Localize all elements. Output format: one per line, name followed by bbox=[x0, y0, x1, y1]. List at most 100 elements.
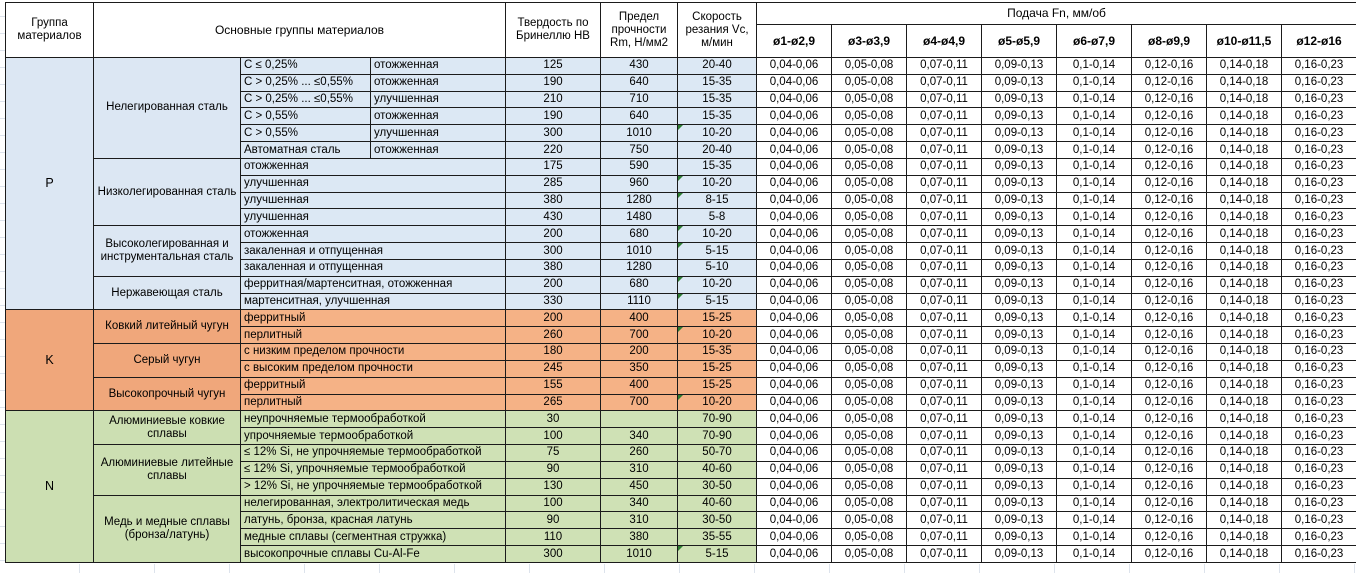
feed-value-cell[interactable]: 0,1-0,14 bbox=[1056, 292, 1133, 311]
header-feed-col-d12[interactable]: ø12-ø16 bbox=[1281, 24, 1356, 58]
feed-value-cell[interactable]: 0,07-0,11 bbox=[906, 410, 983, 429]
feed-value-cell[interactable]: 0,07-0,11 bbox=[906, 494, 983, 513]
hardness-cell[interactable]: 265 bbox=[505, 393, 602, 412]
cutting-speed-cell[interactable]: 5-8 bbox=[677, 208, 758, 227]
feed-value-cell[interactable]: 0,1-0,14 bbox=[1056, 208, 1133, 227]
subgroup-name-cell[interactable]: Нержавеющая сталь bbox=[93, 275, 241, 311]
feed-value-cell[interactable]: 0,05-0,08 bbox=[831, 174, 908, 193]
group-code-cell[interactable]: K bbox=[5, 309, 94, 412]
feed-value-cell[interactable]: 0,12-0,16 bbox=[1131, 275, 1208, 294]
feed-value-cell[interactable]: 0,14-0,18 bbox=[1206, 545, 1283, 563]
feed-value-cell[interactable]: 0,16-0,23 bbox=[1281, 258, 1356, 277]
material-spec-cell[interactable]: C > 0,55% bbox=[240, 124, 371, 143]
material-desc-cell[interactable]: > 12% Si, не упрочняемые термообработкой bbox=[239, 477, 507, 496]
feed-value-cell[interactable]: 0,04-0,06 bbox=[756, 410, 833, 429]
feed-value-cell[interactable]: 0,12-0,16 bbox=[1131, 225, 1208, 244]
feed-value-cell[interactable]: 0,07-0,11 bbox=[906, 57, 983, 75]
feed-value-cell[interactable]: 0,14-0,18 bbox=[1206, 57, 1283, 75]
feed-value-cell[interactable]: 0,16-0,23 bbox=[1281, 528, 1356, 547]
feed-value-cell[interactable]: 0,07-0,11 bbox=[906, 444, 983, 462]
feed-value-cell[interactable]: 0,12-0,16 bbox=[1131, 427, 1208, 446]
feed-value-cell[interactable]: 0,12-0,16 bbox=[1131, 157, 1208, 176]
strength-cell[interactable]: 750 bbox=[600, 141, 679, 159]
feed-value-cell[interactable]: 0,14-0,18 bbox=[1206, 141, 1283, 159]
feed-value-cell[interactable]: 0,1-0,14 bbox=[1056, 309, 1133, 328]
feed-value-cell[interactable]: 0,14-0,18 bbox=[1206, 242, 1283, 260]
feed-value-cell[interactable]: 0,09-0,13 bbox=[981, 57, 1058, 75]
hardness-cell[interactable]: 210 bbox=[505, 90, 602, 109]
strength-cell[interactable]: 680 bbox=[600, 225, 679, 244]
material-desc-cell[interactable]: с высоким пределом прочности bbox=[239, 359, 507, 378]
feed-value-cell[interactable]: 0,12-0,16 bbox=[1131, 444, 1208, 462]
hardness-cell[interactable]: 245 bbox=[505, 359, 602, 378]
material-state-cell[interactable]: улучшенная bbox=[369, 90, 507, 109]
hardness-cell[interactable]: 100 bbox=[505, 494, 602, 513]
feed-value-cell[interactable]: 0,1-0,14 bbox=[1056, 477, 1133, 496]
feed-value-cell[interactable]: 0,09-0,13 bbox=[981, 343, 1058, 361]
subgroup-name-cell[interactable]: Медь и медные сплавы (бронза/латунь) bbox=[93, 494, 241, 564]
feed-value-cell[interactable]: 0,05-0,08 bbox=[831, 275, 908, 294]
feed-value-cell[interactable]: 0,07-0,11 bbox=[906, 511, 983, 530]
feed-value-cell[interactable]: 0,1-0,14 bbox=[1056, 343, 1133, 361]
feed-value-cell[interactable]: 0,12-0,16 bbox=[1131, 73, 1208, 92]
feed-value-cell[interactable]: 0,12-0,16 bbox=[1131, 460, 1208, 479]
feed-value-cell[interactable]: 0,14-0,18 bbox=[1206, 359, 1283, 378]
feed-value-cell[interactable]: 0,05-0,08 bbox=[831, 309, 908, 328]
header-feed-col-d6[interactable]: ø6-ø7,9 bbox=[1056, 24, 1133, 58]
hardness-cell[interactable]: 180 bbox=[505, 343, 602, 361]
feed-value-cell[interactable]: 0,05-0,08 bbox=[831, 477, 908, 496]
feed-value-cell[interactable]: 0,09-0,13 bbox=[981, 359, 1058, 378]
header-feed-col-d4[interactable]: ø4-ø4,9 bbox=[906, 24, 983, 58]
material-spec-cell[interactable]: C ≤ 0,25% bbox=[240, 57, 371, 75]
feed-value-cell[interactable]: 0,16-0,23 bbox=[1281, 326, 1356, 345]
feed-value-cell[interactable]: 0,04-0,06 bbox=[756, 427, 833, 446]
feed-value-cell[interactable]: 0,1-0,14 bbox=[1056, 528, 1133, 547]
feed-value-cell[interactable]: 0,09-0,13 bbox=[981, 275, 1058, 294]
subgroup-name-cell[interactable]: Низколегированная сталь bbox=[93, 157, 241, 227]
feed-value-cell[interactable]: 0,16-0,23 bbox=[1281, 460, 1356, 479]
feed-value-cell[interactable]: 0,14-0,18 bbox=[1206, 208, 1283, 227]
feed-value-cell[interactable]: 0,16-0,23 bbox=[1281, 208, 1356, 227]
material-state-cell[interactable]: улучшенная bbox=[369, 124, 507, 143]
feed-value-cell[interactable]: 0,09-0,13 bbox=[981, 191, 1058, 210]
feed-value-cell[interactable]: 0,05-0,08 bbox=[831, 225, 908, 244]
feed-value-cell[interactable]: 0,09-0,13 bbox=[981, 124, 1058, 143]
feed-value-cell[interactable]: 0,14-0,18 bbox=[1206, 309, 1283, 328]
feed-value-cell[interactable]: 0,09-0,13 bbox=[981, 376, 1058, 395]
feed-value-cell[interactable]: 0,16-0,23 bbox=[1281, 427, 1356, 446]
feed-value-cell[interactable]: 0,1-0,14 bbox=[1056, 427, 1133, 446]
feed-value-cell[interactable]: 0,14-0,18 bbox=[1206, 90, 1283, 109]
feed-value-cell[interactable]: 0,09-0,13 bbox=[981, 511, 1058, 530]
feed-value-cell[interactable]: 0,12-0,16 bbox=[1131, 258, 1208, 277]
feed-value-cell[interactable]: 0,05-0,08 bbox=[831, 90, 908, 109]
feed-value-cell[interactable]: 0,16-0,23 bbox=[1281, 343, 1356, 361]
strength-cell[interactable] bbox=[600, 410, 679, 429]
material-desc-cell[interactable]: отожженная bbox=[239, 157, 507, 176]
hardness-cell[interactable]: 75 bbox=[505, 444, 602, 462]
header-main-material-groups[interactable]: Основные группы материалов bbox=[92, 2, 507, 58]
strength-cell[interactable]: 310 bbox=[600, 460, 679, 479]
material-desc-cell[interactable]: перлитный bbox=[239, 393, 507, 412]
feed-value-cell[interactable]: 0,04-0,06 bbox=[756, 157, 833, 176]
feed-value-cell[interactable]: 0,09-0,13 bbox=[981, 427, 1058, 446]
feed-value-cell[interactable]: 0,05-0,08 bbox=[831, 107, 908, 126]
header-material-group[interactable]: Группа материалов bbox=[5, 2, 94, 58]
cutting-speed-cell[interactable]: 70-90 bbox=[677, 427, 758, 446]
feed-value-cell[interactable]: 0,1-0,14 bbox=[1056, 545, 1133, 563]
feed-value-cell[interactable]: 0,14-0,18 bbox=[1206, 174, 1283, 193]
feed-value-cell[interactable]: 0,14-0,18 bbox=[1206, 275, 1283, 294]
feed-value-cell[interactable]: 0,16-0,23 bbox=[1281, 477, 1356, 496]
subgroup-name-cell[interactable]: Высокопрочный чугун bbox=[93, 376, 241, 412]
feed-value-cell[interactable]: 0,09-0,13 bbox=[981, 73, 1058, 92]
feed-value-cell[interactable]: 0,1-0,14 bbox=[1056, 359, 1133, 378]
feed-value-cell[interactable]: 0,04-0,06 bbox=[756, 545, 833, 563]
strength-cell[interactable]: 640 bbox=[600, 107, 679, 126]
strength-cell[interactable]: 200 bbox=[600, 343, 679, 361]
hardness-cell[interactable]: 175 bbox=[505, 157, 602, 176]
feed-value-cell[interactable]: 0,09-0,13 bbox=[981, 528, 1058, 547]
feed-value-cell[interactable]: 0,05-0,08 bbox=[831, 124, 908, 143]
feed-value-cell[interactable]: 0,16-0,23 bbox=[1281, 124, 1356, 143]
feed-value-cell[interactable]: 0,1-0,14 bbox=[1056, 124, 1133, 143]
hardness-cell[interactable]: 300 bbox=[505, 545, 602, 563]
feed-value-cell[interactable]: 0,07-0,11 bbox=[906, 275, 983, 294]
